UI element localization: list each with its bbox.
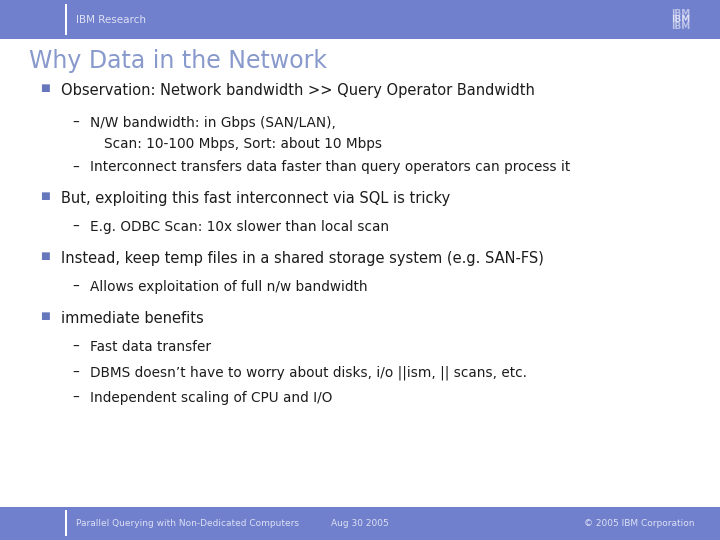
Text: Interconnect transfers data faster than query operators can process it: Interconnect transfers data faster than … [90,160,570,174]
Text: Instead, keep temp files in a shared storage system (e.g. SAN-FS): Instead, keep temp files in a shared sto… [61,251,544,266]
Text: Allows exploitation of full n/w bandwidth: Allows exploitation of full n/w bandwidt… [90,280,368,294]
Text: N/W bandwidth: in Gbps (SAN/LAN),: N/W bandwidth: in Gbps (SAN/LAN), [90,116,336,130]
Text: –: – [72,280,78,294]
FancyBboxPatch shape [0,0,720,39]
Text: IBM Research: IBM Research [76,15,145,25]
Text: IBM: IBM [671,9,690,18]
Text: –: – [72,160,78,174]
Text: immediate benefits: immediate benefits [61,310,204,326]
Text: –: – [72,366,78,380]
Text: IBM: IBM [671,22,690,31]
Text: Scan: 10-100 Mbps, Sort: about 10 Mbps: Scan: 10-100 Mbps, Sort: about 10 Mbps [104,137,382,151]
Text: Observation: Network bandwidth >> Query Operator Bandwidth: Observation: Network bandwidth >> Query … [61,83,535,98]
Text: Why Data in the Network: Why Data in the Network [29,49,327,73]
Text: –: – [72,340,78,354]
Text: IBM: IBM [671,15,690,24]
Text: –: – [72,220,78,234]
Text: Fast data transfer: Fast data transfer [90,340,211,354]
Text: E.g. ODBC Scan: 10x slower than local scan: E.g. ODBC Scan: 10x slower than local sc… [90,220,389,234]
Text: ■: ■ [40,191,50,201]
Text: –: – [72,391,78,405]
Text: © 2005 IBM Corporation: © 2005 IBM Corporation [585,519,695,528]
FancyBboxPatch shape [65,4,67,35]
Text: ■: ■ [40,251,50,261]
Text: ■: ■ [40,83,50,93]
Text: But, exploiting this fast interconnect via SQL is tricky: But, exploiting this fast interconnect v… [61,191,451,206]
FancyBboxPatch shape [65,510,67,536]
FancyBboxPatch shape [0,507,720,540]
Text: DBMS doesn’t have to worry about disks, i/o ||ism, || scans, etc.: DBMS doesn’t have to worry about disks, … [90,366,527,380]
Text: –: – [72,116,78,130]
Text: ■: ■ [40,310,50,321]
Text: Aug 30 2005: Aug 30 2005 [331,519,389,528]
Text: Parallel Querying with Non-Dedicated Computers: Parallel Querying with Non-Dedicated Com… [76,519,299,528]
Text: Independent scaling of CPU and I/O: Independent scaling of CPU and I/O [90,391,333,405]
